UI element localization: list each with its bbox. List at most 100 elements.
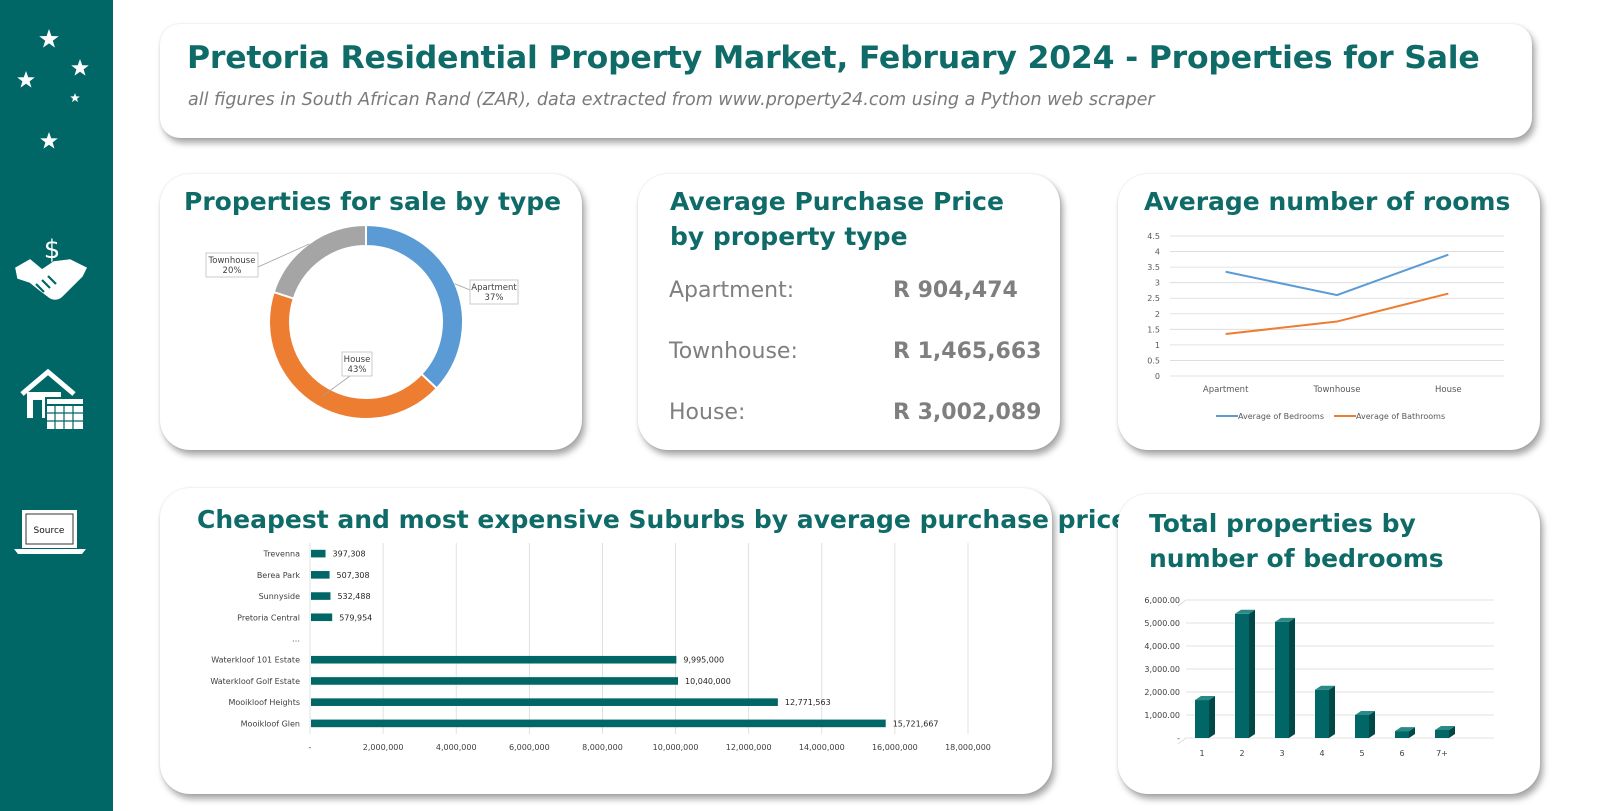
hbar-data-label: 532,488	[337, 592, 370, 601]
suburb-chart-card: Cheapest and most expensive Suburbs by a…	[160, 488, 1128, 794]
donut-pct: 37%	[485, 293, 504, 303]
stars-logo-icon	[17, 29, 89, 149]
hbar-data-label: 9,995,000	[683, 656, 724, 665]
line-ytick: 1.5	[1147, 325, 1160, 334]
hbar-category-label: Berea Park	[257, 571, 301, 580]
vbar-bar	[1395, 731, 1409, 738]
hbar-category-label: Waterkloof Golf Estate	[210, 677, 300, 686]
price-value: R 3,002,089	[893, 400, 1042, 425]
hbar-data-label: 579,954	[339, 613, 372, 622]
vbar-bar-top	[1195, 696, 1215, 701]
page-title: Pretoria Residential Property Market, Fe…	[187, 40, 1480, 76]
hbar-data-label: 12,771,563	[785, 698, 831, 707]
line-xtick: House	[1435, 385, 1462, 395]
legend-label: Average of Bedrooms	[1238, 412, 1324, 421]
vbar-xtick: 6	[1399, 749, 1404, 758]
legend-label: Average of Bathrooms	[1356, 412, 1445, 421]
donut-pct: 43%	[348, 365, 367, 375]
vbar-bar	[1275, 621, 1289, 738]
rooms-chart-title: Average number of rooms	[1144, 187, 1511, 216]
hbar-bar	[311, 698, 778, 706]
sidebar: $ Source	[0, 0, 113, 811]
vbar-xtick: 5	[1359, 749, 1364, 758]
hbar-category-label: Mooikloof Heights	[228, 698, 300, 707]
vbar-depth-edge	[1177, 737, 1187, 745]
vbar-xtick: 1	[1199, 749, 1204, 758]
vbar-depth-edge	[1177, 599, 1187, 607]
price-card: Average Purchase Price by property type …	[638, 174, 1060, 450]
suburb-bar-chart: - 2,000,000 4,000,000 6,000,000 8,000,000 10,…	[210, 543, 991, 752]
line-ytick: 0	[1155, 372, 1160, 381]
vbar-bar	[1315, 689, 1329, 738]
bedrooms-chart-title: Total properties by number of bedrooms	[1149, 509, 1444, 573]
vbar-ytick: 5,000.00	[1144, 619, 1180, 628]
hbar-bar	[311, 549, 326, 558]
line-xtick: Apartment	[1203, 385, 1249, 395]
rooms-line-chart: 0 0.5 1 1.5 2 2.5 3 3.5 4 4.5 Apartment Townhouse Ho…	[1147, 232, 1504, 421]
hbar-xtick: 12,000,000	[726, 743, 772, 752]
hbar-bar	[311, 592, 331, 600]
vbar-bar-top	[1315, 685, 1335, 690]
donut-leader-line	[321, 375, 351, 397]
hbar-xtick: 14,000,000	[799, 743, 845, 752]
donut-label: Apartment	[471, 283, 517, 293]
laptop-source-icon[interactable]: Source	[14, 510, 86, 554]
donut-label-box	[205, 252, 259, 278]
vbar-bar-top	[1395, 727, 1415, 732]
hbar-xtick: 18,000,000	[945, 743, 991, 752]
page-subtitle: all figures in South African Rand (ZAR),…	[188, 90, 1155, 110]
vbar-bar-top	[1275, 617, 1295, 622]
vbar-xtick: 2	[1239, 749, 1244, 758]
hbar-xtick: 16,000,000	[872, 743, 918, 752]
price-value: R 1,465,663	[893, 339, 1042, 364]
vbar-bar-side	[1369, 711, 1375, 738]
donut-label-box	[469, 279, 519, 305]
line-ytick: 3	[1155, 279, 1160, 288]
price-card-title: Average Purchase Price by property type	[670, 187, 1004, 251]
rooms-chart-card: Average number of rooms 0 0.5 1 1.5 2 2.5 3 3.5…	[1118, 174, 1540, 450]
house-calendar-icon	[20, 368, 85, 431]
hbar-data-label: 10,040,000	[685, 677, 731, 686]
hbar-xtick: 4,000,000	[436, 743, 477, 752]
handshake-dollar-icon: $	[15, 235, 88, 300]
hbar-xtick: 6,000,000	[509, 743, 550, 752]
line-ytick: 4	[1155, 248, 1160, 257]
hbar-category-label: Pretoria Central	[237, 613, 300, 622]
hbar-bar	[311, 571, 330, 579]
hbar-bar	[311, 655, 677, 664]
donut-leader-line	[257, 243, 310, 268]
vbar-bar-top	[1235, 609, 1255, 614]
price-label: House:	[669, 400, 746, 425]
vbar-bar-side	[1329, 685, 1335, 738]
line-ytick: 4.5	[1147, 232, 1160, 241]
line-xtick: Townhouse	[1313, 385, 1361, 395]
vbar-ytick: 6,000.00	[1144, 596, 1180, 605]
vbar-bar-side	[1449, 725, 1455, 738]
source-label[interactable]: Source	[34, 526, 65, 536]
bedrooms-bar-chart: - 1,000.00 2,000.00 3,000.00 4,000.00 5,000.0…	[1144, 596, 1494, 758]
type-chart-card: Properties for sale by type Apartment 37%…	[160, 174, 582, 450]
vbar-bar-top	[1435, 725, 1455, 730]
line-series-bedrooms	[1225, 253, 1449, 297]
hbar-data-label: 397,308	[333, 550, 366, 559]
line-series-bathrooms	[1225, 292, 1449, 335]
donut-label: House	[344, 355, 371, 365]
vbar-bar-side	[1209, 696, 1215, 738]
hbar-xtick: 2,000,000	[363, 743, 404, 752]
donut-leader-line	[454, 283, 471, 291]
vbar-bar-side	[1409, 727, 1415, 738]
hbar-category-label: Sunnyside	[259, 592, 300, 601]
vbar-ytick: 4,000.00	[1144, 642, 1180, 651]
line-ytick: 2.5	[1147, 294, 1160, 303]
vbar-xtick: 4	[1319, 749, 1324, 758]
hbar-bar	[311, 677, 679, 685]
vbar-bar	[1355, 715, 1369, 738]
line-ytick: 1	[1155, 341, 1160, 350]
type-chart-title: Properties for sale by type	[184, 187, 562, 216]
bedrooms-chart-card: Total properties by number of bedrooms -…	[1118, 494, 1540, 794]
price-label: Apartment:	[669, 278, 795, 303]
hbar-data-label: 15,721,667	[893, 719, 939, 728]
price-value: R 904,474	[893, 278, 1018, 303]
suburb-chart-title: Cheapest and most expensive Suburbs by a…	[197, 505, 1129, 534]
hbar-xtick: 8,000,000	[582, 743, 623, 752]
